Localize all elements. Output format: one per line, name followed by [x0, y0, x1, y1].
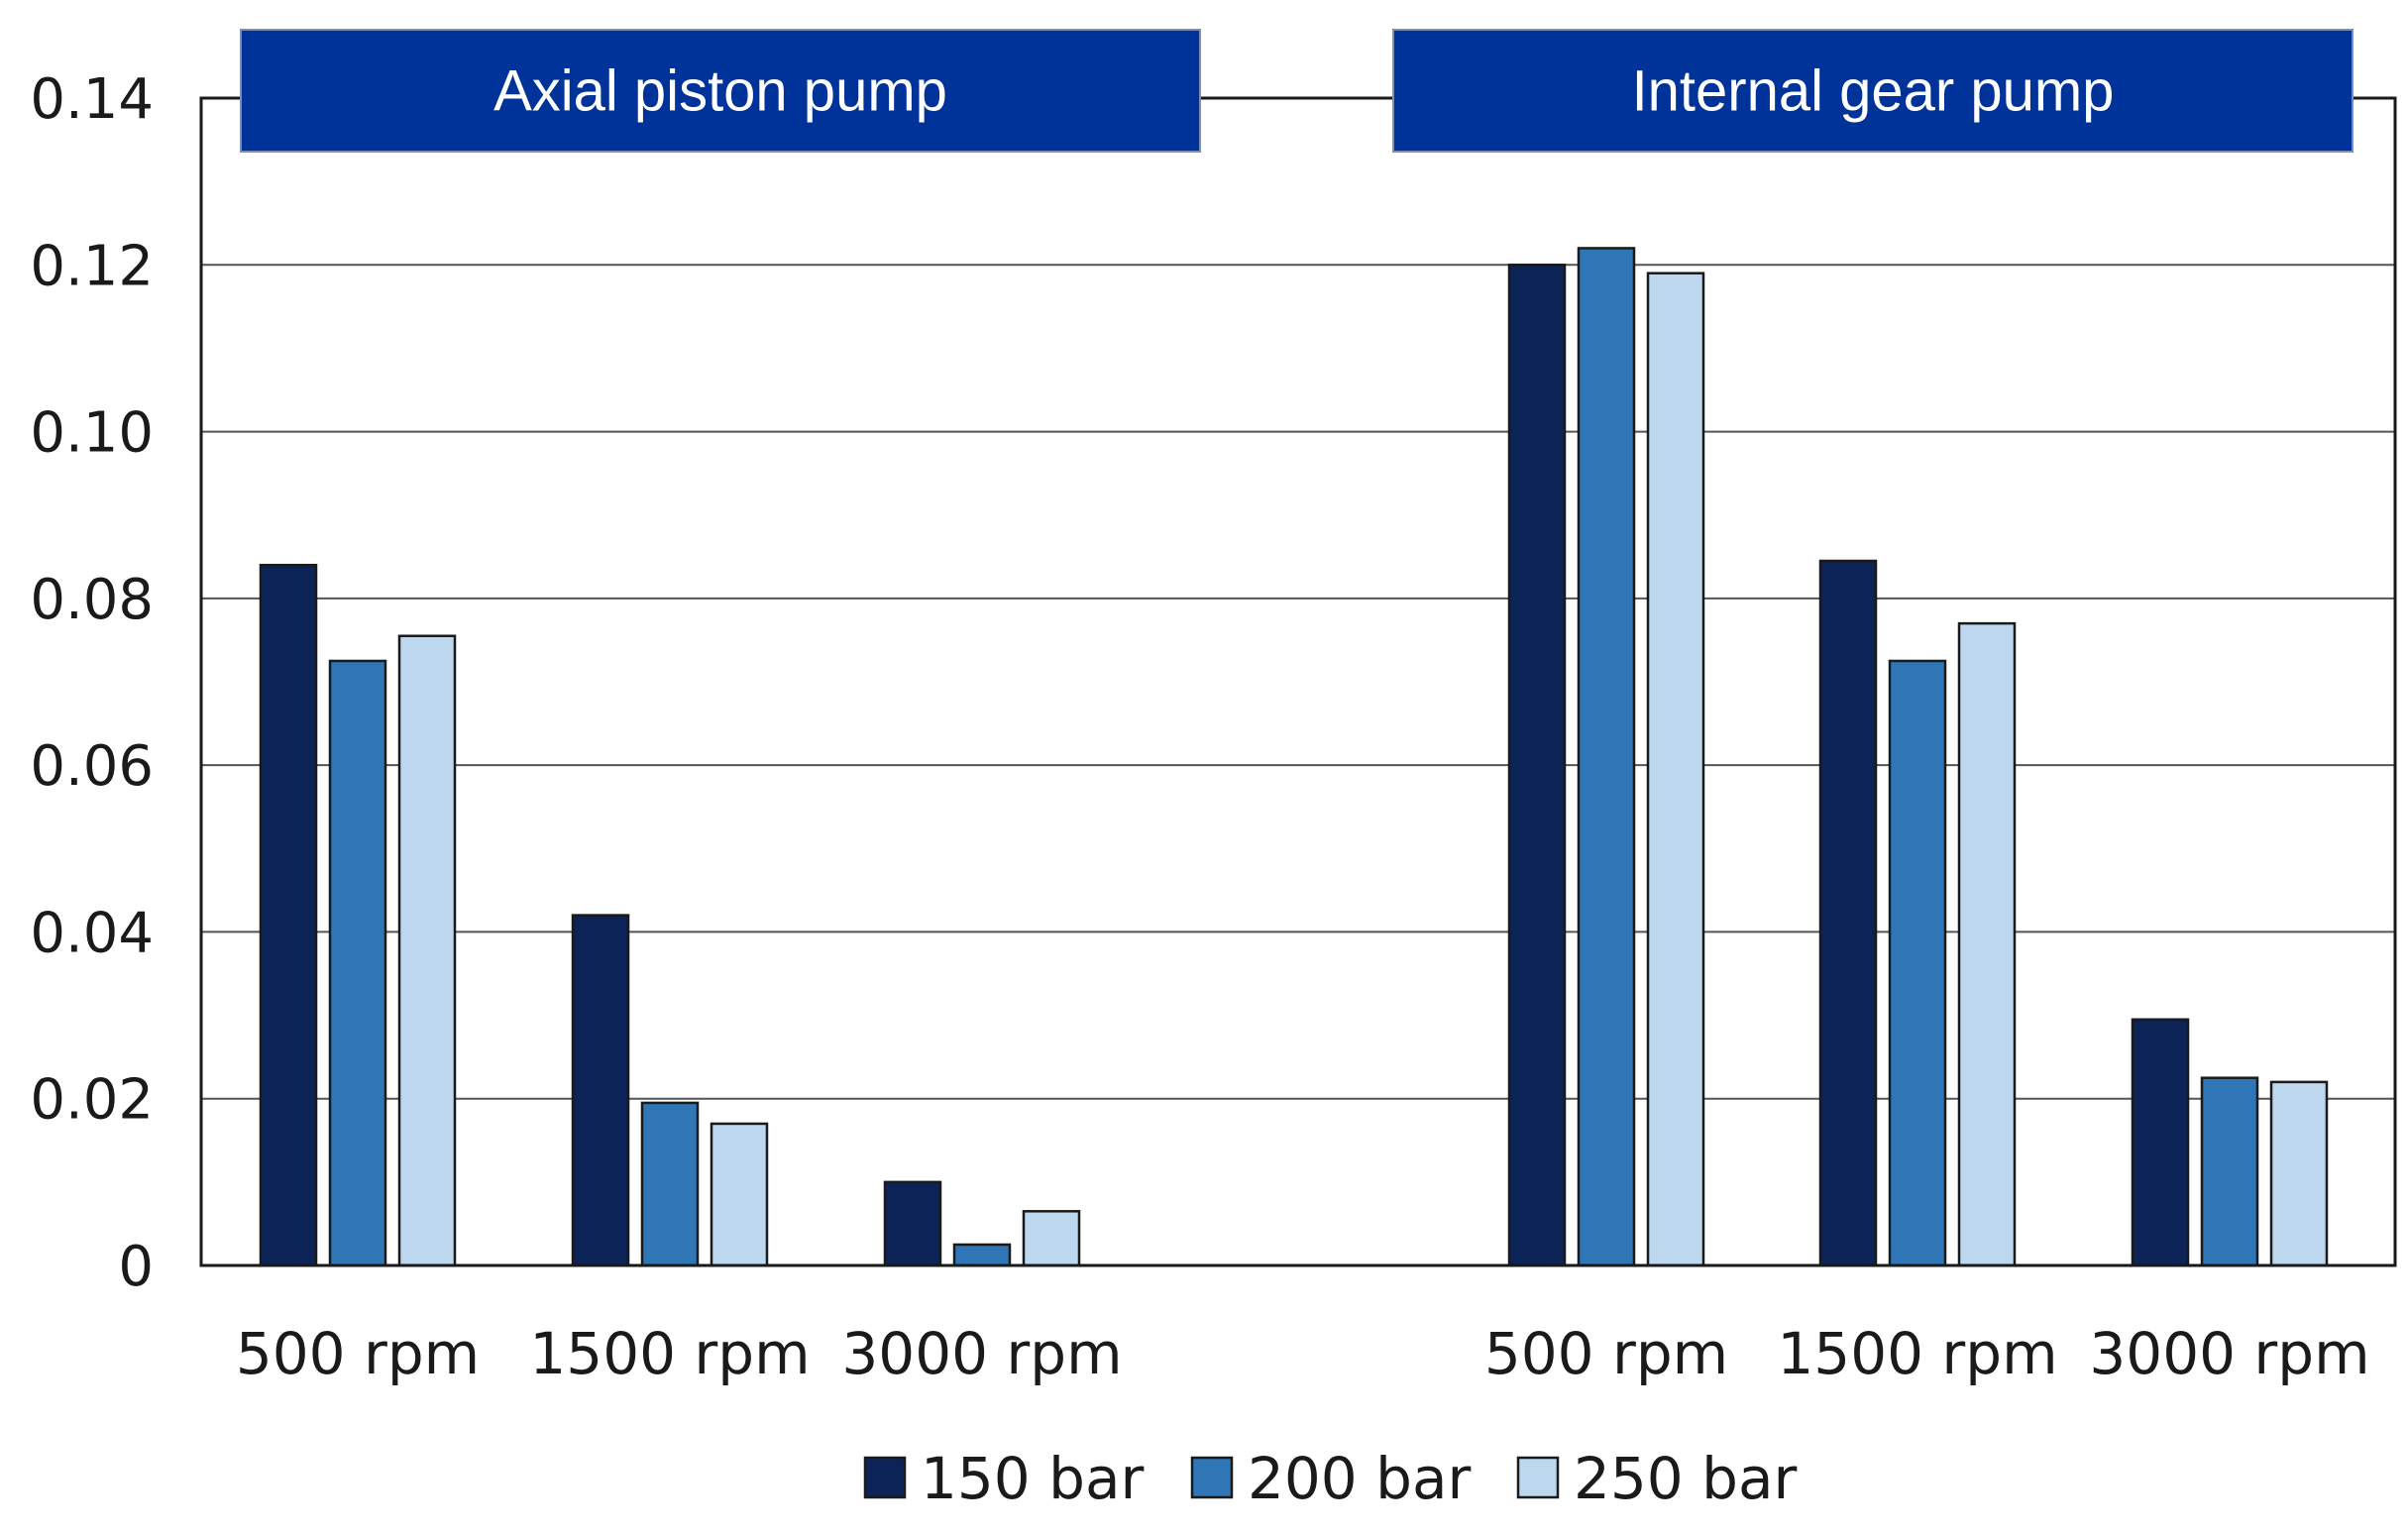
- group-header-label: Axial piston pump: [493, 59, 947, 124]
- bar-1-1-1: [1888, 659, 1947, 1267]
- legend-swatch: [1190, 1456, 1234, 1499]
- legend-label: 250 bar: [1574, 1445, 1797, 1512]
- y-tick-label: 0.02: [30, 1068, 154, 1133]
- bar-1-2-0: [2131, 1018, 2190, 1267]
- bar-0-0-2: [397, 634, 457, 1267]
- category-label: 3000 rpm: [841, 1320, 1122, 1387]
- bar-0-0-0: [259, 563, 318, 1267]
- y-tick-label: 0.14: [30, 67, 154, 132]
- legend-swatch: [1516, 1456, 1560, 1499]
- category-label: 3000 rpm: [2089, 1320, 2369, 1387]
- y-axis-ticks: 0 0.02 0.04 0.06 0.08 0.10 0.12 0.14: [30, 67, 154, 1299]
- y-tick-label: 0: [118, 1235, 154, 1299]
- plot-area-border: [199, 96, 2397, 1267]
- bar-1-1-0: [1818, 559, 1878, 1267]
- group-header-label: Internal gear pump: [1632, 59, 2115, 124]
- bar-0-1-1: [640, 1101, 700, 1267]
- group-header-banner: [1392, 29, 2353, 153]
- category-label: 500 rpm: [236, 1320, 480, 1387]
- bar-1-1-2: [1957, 621, 2017, 1267]
- category-label: 1500 rpm: [529, 1320, 810, 1387]
- legend: 150 bar 200 bar 250 bar: [863, 1445, 1797, 1512]
- legend-swatch: [863, 1456, 907, 1499]
- bar-0-2-0: [883, 1180, 942, 1267]
- y-tick-label: 0.10: [30, 401, 154, 466]
- bar-1-2-2: [2269, 1080, 2329, 1267]
- category-label: 500 rpm: [1484, 1320, 1728, 1387]
- y-tick-label: 0.12: [30, 234, 154, 298]
- bar-0-2-2: [1022, 1210, 1081, 1267]
- bar-1-0-2: [1646, 272, 1705, 1267]
- bar-1-0-0: [1507, 264, 1567, 1267]
- y-tick-label: 0.08: [30, 568, 154, 632]
- category-label: 1500 rpm: [1777, 1320, 2057, 1387]
- bar-0-1-2: [710, 1122, 769, 1267]
- bar-1-2-1: [2200, 1076, 2259, 1267]
- y-tick-label: 0.04: [30, 901, 154, 965]
- bars: [259, 247, 2329, 1267]
- legend-label: 200 bar: [1248, 1445, 1471, 1512]
- bar-0-2-1: [952, 1243, 1012, 1267]
- bar-1-0-1: [1577, 247, 1636, 1267]
- plot-frame: [199, 96, 2397, 1267]
- group-header-banner: [240, 29, 1201, 153]
- gridlines: [201, 264, 2395, 1100]
- bar-0-0-1: [328, 659, 387, 1267]
- group-headers: Axial piston pump Internal gear pump: [240, 29, 2353, 153]
- y-tick-label: 0.06: [30, 734, 154, 799]
- legend-label: 150 bar: [921, 1445, 1144, 1512]
- x-axis-categories: 500 rpm 1500 rpm 3000 rpm 500 rpm 1500 rpm 30…: [236, 1320, 2370, 1387]
- bar-0-1-0: [571, 914, 630, 1267]
